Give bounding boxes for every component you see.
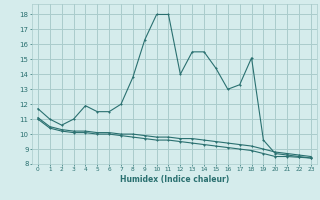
X-axis label: Humidex (Indice chaleur): Humidex (Indice chaleur) bbox=[120, 175, 229, 184]
